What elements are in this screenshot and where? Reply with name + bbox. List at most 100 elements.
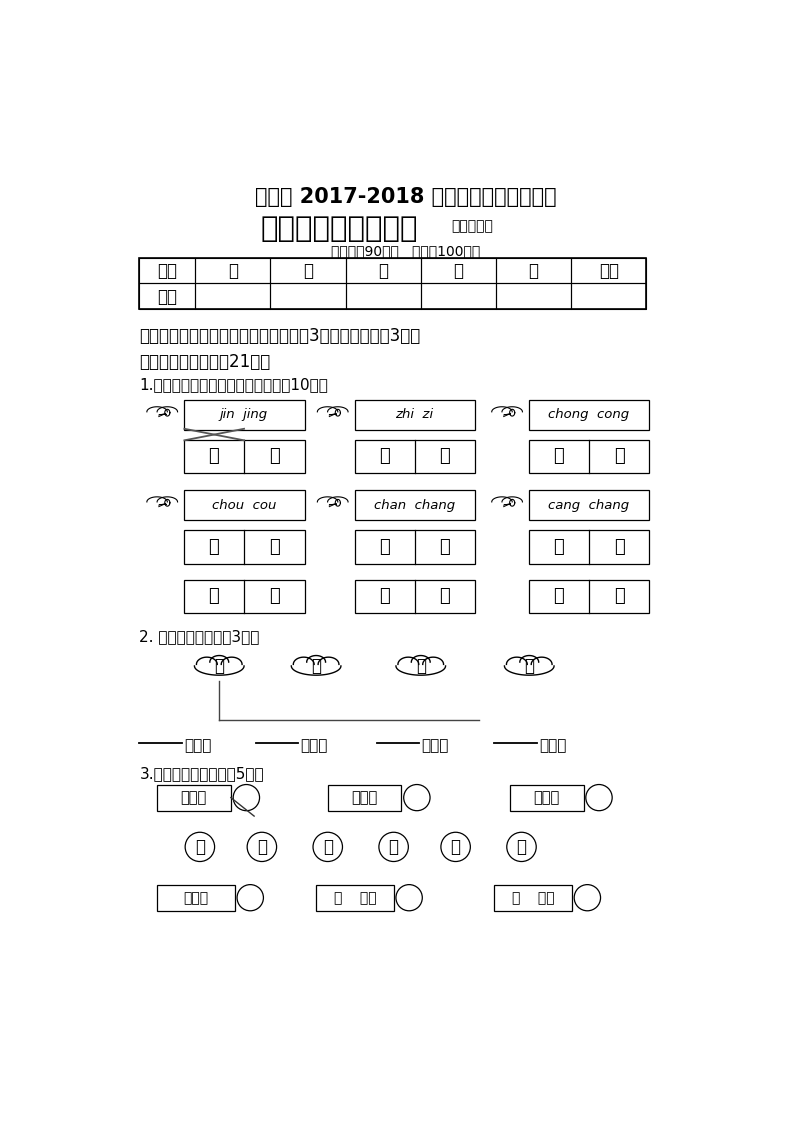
Bar xyxy=(496,283,571,309)
Text: 剃: 剃 xyxy=(379,587,389,605)
Text: 甩: 甩 xyxy=(311,657,321,675)
Text: 五: 五 xyxy=(528,263,538,280)
Text: 茸: 茸 xyxy=(439,537,450,555)
Text: chou  cou: chou cou xyxy=(212,498,276,512)
Text: chan  chang: chan chang xyxy=(374,498,455,512)
Circle shape xyxy=(507,833,536,862)
Bar xyxy=(157,885,235,911)
Bar xyxy=(195,283,270,309)
Text: jin  jing: jin jing xyxy=(220,408,268,422)
Bar xyxy=(529,440,649,473)
Circle shape xyxy=(396,884,423,911)
Bar xyxy=(529,580,649,613)
Text: 步: 步 xyxy=(439,448,450,466)
Text: 抱乃乡: 抱乃乡 xyxy=(183,891,209,904)
Text: 艘: 艘 xyxy=(209,537,219,555)
Circle shape xyxy=(441,833,470,862)
Text: 加    添翼: 加 添翼 xyxy=(334,891,376,904)
Circle shape xyxy=(404,784,430,811)
Bar xyxy=(185,531,305,563)
Circle shape xyxy=(574,884,600,911)
Bar xyxy=(270,258,346,283)
Circle shape xyxy=(379,833,408,862)
Text: 孖: 孖 xyxy=(269,448,280,466)
Bar xyxy=(157,785,231,811)
Text: zhi  zi: zhi zi xyxy=(396,408,434,422)
Bar xyxy=(185,401,305,430)
Bar xyxy=(355,440,475,473)
Text: 叟: 叟 xyxy=(524,657,534,675)
Bar xyxy=(529,401,649,430)
Bar xyxy=(529,490,649,519)
Text: 四: 四 xyxy=(454,263,463,280)
Text: 一、把字写得漂亮、整洁，你就能得到3分的奖励哦！（3分）: 一、把字写得漂亮、整洁，你就能得到3分的奖励哦！（3分） xyxy=(140,328,420,346)
Bar xyxy=(185,490,305,519)
Circle shape xyxy=(313,833,343,862)
Text: 色: 色 xyxy=(450,838,461,856)
Text: 总分: 总分 xyxy=(599,263,619,280)
Bar xyxy=(571,283,646,309)
Text: 题号: 题号 xyxy=(157,263,178,280)
Bar xyxy=(140,283,195,309)
Text: 公安县 2017-2018 学年度上学期期末考试: 公安县 2017-2018 学年度上学期期末考试 xyxy=(255,187,557,206)
Bar xyxy=(355,531,475,563)
Text: 茸: 茸 xyxy=(439,587,450,605)
Text: 二、趣味连连看。（21分）: 二、趣味连连看。（21分） xyxy=(140,352,270,370)
Text: 鸡: 鸡 xyxy=(323,838,333,856)
Circle shape xyxy=(586,784,612,811)
Text: 1.把汉字和正确的音节连在一起。（10分）: 1.把汉字和正确的音节连在一起。（10分） xyxy=(140,377,328,393)
Text: 螽: 螽 xyxy=(614,587,625,605)
Text: 着衣裳: 着衣裳 xyxy=(301,738,328,753)
Text: 2. 照样子连一连。（3分）: 2. 照样子连一连。（3分） xyxy=(140,629,260,644)
Text: 屿: 屿 xyxy=(269,537,280,555)
Bar xyxy=(355,580,475,613)
Bar xyxy=(355,490,475,519)
Bar xyxy=(346,258,421,283)
Text: 巨: 巨 xyxy=(614,448,625,466)
Text: 小学二年级语文试题: 小学二年级语文试题 xyxy=(261,215,418,243)
Bar xyxy=(421,258,496,283)
Text: 二: 二 xyxy=(303,263,313,280)
Text: chong  cong: chong cong xyxy=(549,408,630,422)
Text: 评分: 评分 xyxy=(157,287,178,305)
Bar xyxy=(571,258,646,283)
Text: 一: 一 xyxy=(228,263,238,280)
Text: 宝群乡: 宝群乡 xyxy=(351,790,377,806)
Text: 瓜: 瓜 xyxy=(257,838,267,856)
Text: 詿: 詿 xyxy=(214,657,224,675)
Bar xyxy=(346,283,421,309)
Text: 三: 三 xyxy=(378,263,388,280)
Bar xyxy=(496,258,571,283)
Text: 卜: 卜 xyxy=(379,448,389,466)
Text: cang  chang: cang chang xyxy=(549,498,630,512)
Text: 屿: 屿 xyxy=(269,587,280,605)
Text: 加    得水: 加 得水 xyxy=(511,891,554,904)
Text: 培: 培 xyxy=(209,448,219,466)
Circle shape xyxy=(237,884,263,911)
Bar xyxy=(510,785,584,811)
Bar xyxy=(140,258,195,283)
Text: 朋小加: 朋小加 xyxy=(181,790,207,806)
Bar xyxy=(355,401,475,430)
Text: 虎: 虎 xyxy=(195,838,205,856)
Text: 龙: 龙 xyxy=(516,838,527,856)
Text: 伤: 伤 xyxy=(554,537,564,555)
Bar xyxy=(421,283,496,309)
Text: 圆: 圆 xyxy=(389,838,399,856)
Text: 伤: 伤 xyxy=(554,587,564,605)
Bar xyxy=(195,258,270,283)
Bar xyxy=(494,885,572,911)
Text: （人教版）: （人教版） xyxy=(452,219,493,233)
Text: 着肚皮: 着肚皮 xyxy=(185,738,212,753)
Text: 螽: 螽 xyxy=(614,537,625,555)
Bar xyxy=(270,283,346,309)
Circle shape xyxy=(233,784,259,811)
Text: 3.照样子连成词语。（5分）: 3.照样子连成词语。（5分） xyxy=(140,766,264,781)
Text: 拔: 拔 xyxy=(416,657,426,675)
Text: 着尾巴: 着尾巴 xyxy=(422,738,449,753)
Bar xyxy=(185,440,305,473)
Bar xyxy=(140,258,646,309)
Circle shape xyxy=(247,833,277,862)
Bar xyxy=(328,785,401,811)
Text: 乘: 乘 xyxy=(554,448,564,466)
